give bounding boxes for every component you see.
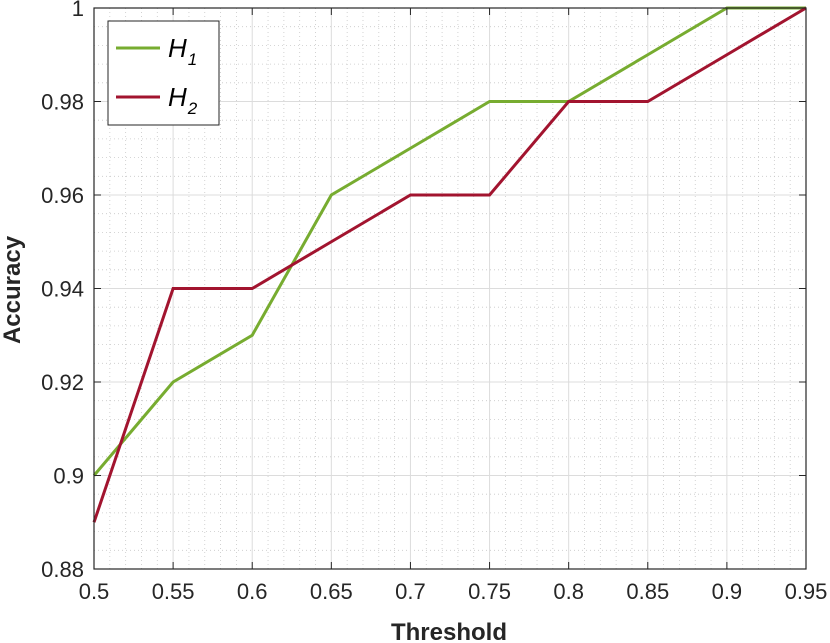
y-tick-label: 0.92 xyxy=(41,370,84,395)
series-line-H2 xyxy=(92,6,807,523)
x-tick-label: 0.7 xyxy=(395,579,426,604)
y-tick-label: 0.94 xyxy=(41,277,84,302)
series-line-H1 xyxy=(92,6,806,477)
legend-box xyxy=(107,20,220,126)
x-tick-label: 0.75 xyxy=(468,579,511,604)
x-tick-labels: 0.5 0.55 0.6 0.65 0.7 0.75 0.8 0.85 0.9 0.95 xyxy=(79,579,828,604)
x-tick-label: 0.55 xyxy=(152,579,195,604)
x-tick-label: 0.95 xyxy=(785,579,828,604)
y-axis-title: Accuracy xyxy=(0,235,26,344)
axis-ticks xyxy=(93,7,807,570)
y-tick-label: 0.9 xyxy=(53,464,84,489)
x-tick-label: 0.6 xyxy=(237,579,268,604)
x-axis-title: Threshold xyxy=(391,619,507,643)
series-layer xyxy=(92,6,807,523)
y-tick-labels: 0.88 0.9 0.92 0.94 0.96 0.98 1 xyxy=(41,0,84,582)
x-tick-label: 0.5 xyxy=(79,579,110,604)
y-tick-label: 0.98 xyxy=(41,90,84,115)
x-tick-label: 0.9 xyxy=(712,579,743,604)
x-tick-label: 0.85 xyxy=(626,579,669,604)
y-tick-label: 0.96 xyxy=(41,183,84,208)
x-tick-label: 0.65 xyxy=(310,579,353,604)
x-tick-label: 0.8 xyxy=(553,579,584,604)
y-tick-label: 0.88 xyxy=(41,557,84,582)
y-tick-label: 1 xyxy=(72,0,84,21)
